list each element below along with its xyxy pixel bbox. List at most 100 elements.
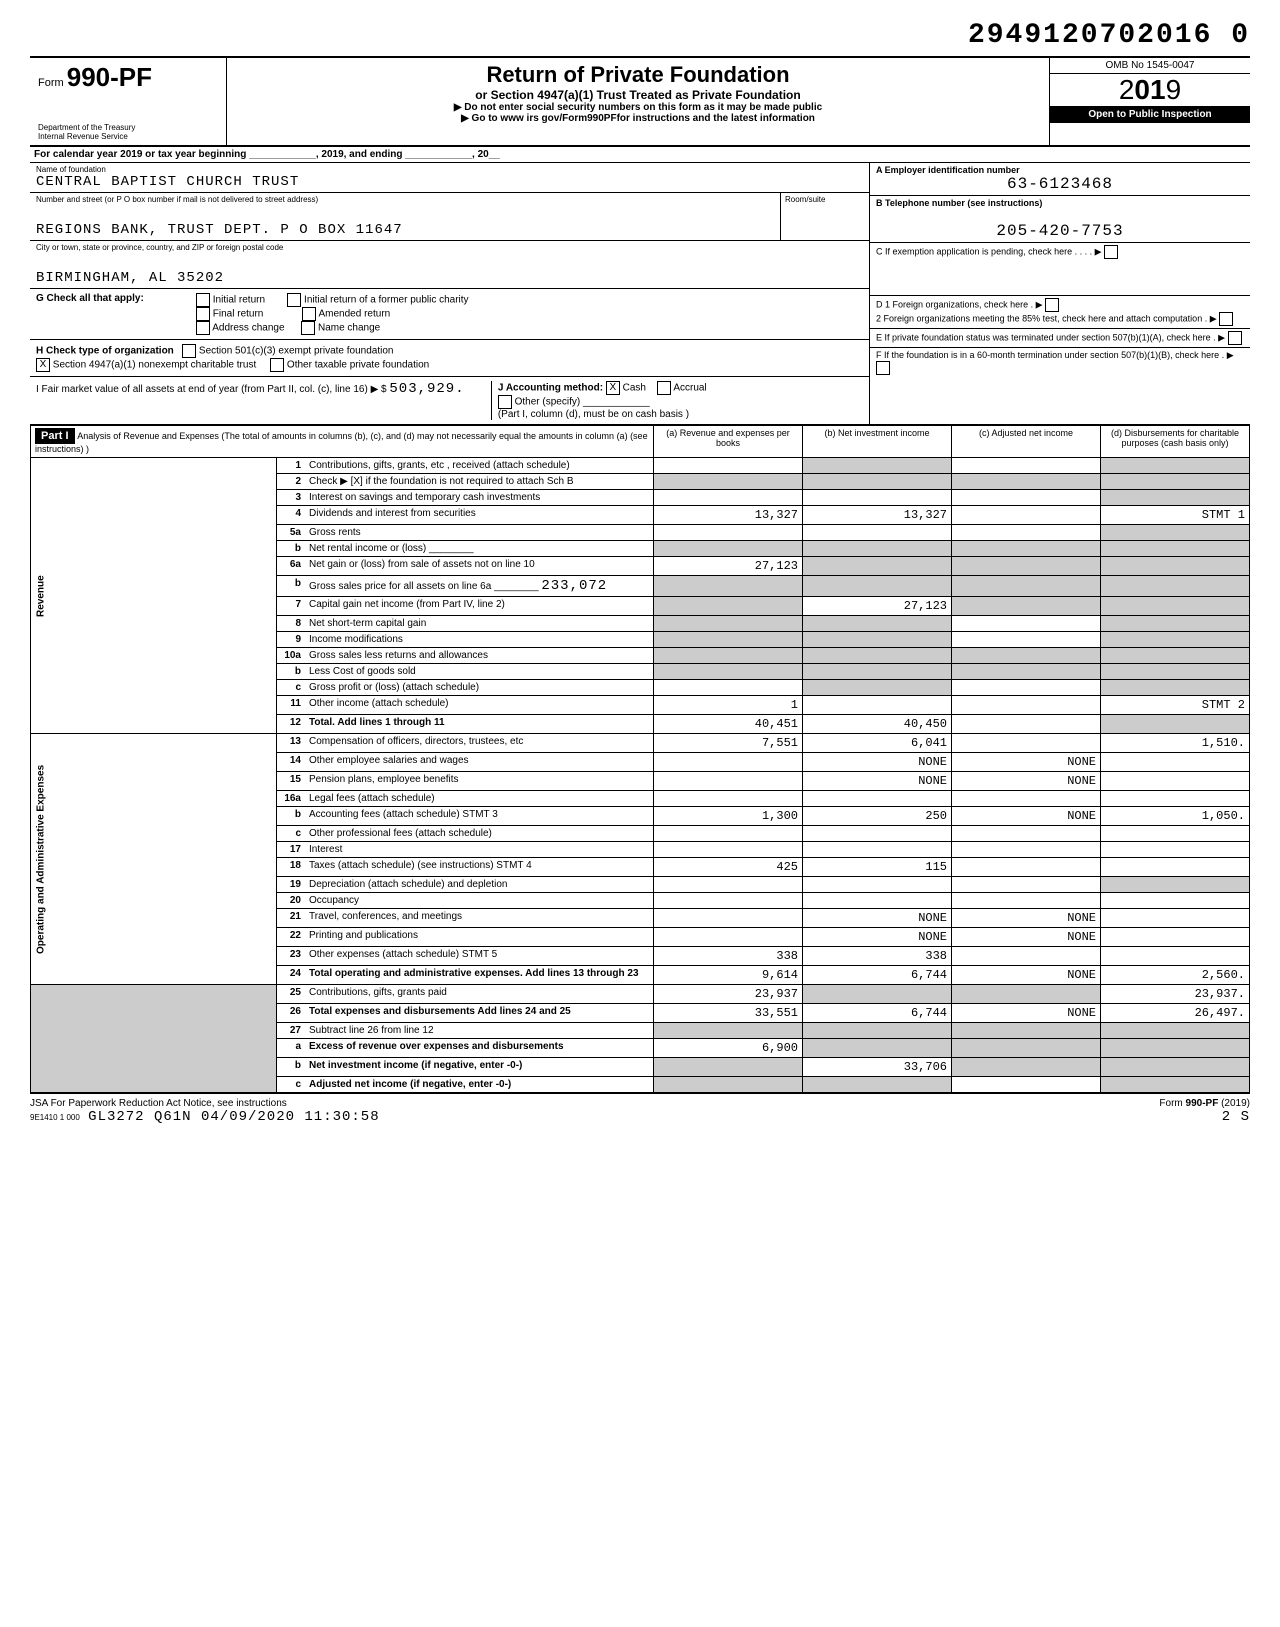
- status-terminated-checkbox[interactable]: [1228, 331, 1242, 345]
- line-4-desc: Dividends and interest from securities: [305, 506, 654, 525]
- line-17-desc: Interest: [305, 842, 654, 858]
- part1-desc: Analysis of Revenue and Expenses (The to…: [35, 431, 648, 454]
- fmv-value: 503,929.: [389, 381, 464, 397]
- tax-year: 2019: [1050, 74, 1250, 106]
- line-16b-desc: Accounting fees (attach schedule) STMT 3: [305, 807, 654, 826]
- line-1-desc: Contributions, gifts, grants, etc , rece…: [305, 458, 654, 474]
- irs-label: Internal Revenue Service: [38, 132, 218, 141]
- other-taxable-checkbox[interactable]: [270, 358, 284, 372]
- page-footer: JSA For Paperwork Reduction Act Notice, …: [30, 1093, 1250, 1125]
- address-label: Number and street (or P O box number if …: [36, 195, 774, 204]
- line-27-desc: Subtract line 26 from line 12: [305, 1023, 654, 1039]
- line-26-a: 33,551: [654, 1004, 803, 1023]
- foreign-85-checkbox[interactable]: [1219, 312, 1233, 326]
- line-14-b: NONE: [803, 753, 952, 772]
- ssn-warning: ▶ Do not enter social security numbers o…: [235, 102, 1041, 113]
- phone-label: B Telephone number (see instructions): [876, 198, 1042, 208]
- ein-value: 63-6123468: [876, 175, 1244, 193]
- initial-return-label: Initial return: [213, 295, 265, 306]
- section-h-label: H Check type of organization: [36, 346, 174, 357]
- line-13-desc: Compensation of officers, directors, tru…: [305, 734, 654, 753]
- line-27a-desc: Excess of revenue over expenses and disb…: [309, 1041, 564, 1052]
- line-11-d: STMT 2: [1101, 696, 1250, 715]
- revenue-section-label: Revenue: [31, 458, 277, 734]
- jsa-code: 9E1410 1 000: [30, 1113, 80, 1122]
- line-16c-desc: Other professional fees (attach schedule…: [305, 826, 654, 842]
- part1-header: Part I: [35, 428, 75, 444]
- line-25-desc: Contributions, gifts, grants paid: [305, 985, 654, 1004]
- 4947-checkbox[interactable]: X: [36, 358, 50, 372]
- line-11-desc: Other income (attach schedule): [305, 696, 654, 715]
- line-8-desc: Net short-term capital gain: [305, 616, 654, 632]
- form-number: Form 990-PF: [38, 62, 218, 93]
- form-subtitle: or Section 4947(a)(1) Trust Treated as P…: [235, 88, 1041, 102]
- 501c3-label: Section 501(c)(3) exempt private foundat…: [199, 346, 394, 357]
- final-return-checkbox[interactable]: [196, 307, 210, 321]
- line-19-desc: Depreciation (attach schedule) and deple…: [305, 877, 654, 893]
- entity-info-grid: Name of foundation CENTRAL BAPTIST CHURC…: [30, 163, 1250, 425]
- line-16b-b: 250: [803, 807, 952, 826]
- exemption-pending-checkbox[interactable]: [1104, 245, 1118, 259]
- line-12-b: 40,450: [803, 715, 952, 734]
- phone-value: 205-420-7753: [876, 222, 1244, 240]
- line-16b-d: 1,050.: [1101, 807, 1250, 826]
- amended-checkbox[interactable]: [302, 307, 316, 321]
- line-13-d: 1,510.: [1101, 734, 1250, 753]
- 60-month-checkbox[interactable]: [876, 361, 890, 375]
- accrual-checkbox[interactable]: [657, 381, 671, 395]
- line-24-d: 2,560.: [1101, 966, 1250, 985]
- foundation-name: CENTRAL BAPTIST CHURCH TRUST: [36, 174, 863, 190]
- department-treasury: Department of the Treasury: [38, 123, 218, 132]
- line-16b-c: NONE: [952, 807, 1101, 826]
- form-header: Form 990-PF Department of the Treasury I…: [30, 56, 1250, 147]
- line-16b-a: 1,300: [654, 807, 803, 826]
- calendar-year-row: For calendar year 2019 or tax year begin…: [30, 147, 1250, 163]
- line-27c-desc: Adjusted net income (if negative, enter …: [309, 1079, 511, 1090]
- section-e-label: E If private foundation status was termi…: [876, 332, 1211, 342]
- other-method-checkbox[interactable]: [498, 395, 512, 409]
- col-c-header: (c) Adjusted net income: [952, 426, 1101, 458]
- line-27b-b: 33,706: [803, 1058, 952, 1077]
- name-change-label: Name change: [318, 323, 380, 334]
- 4947-label: Section 4947(a)(1) nonexempt charitable …: [53, 360, 256, 371]
- foreign-org-checkbox[interactable]: [1045, 298, 1059, 312]
- line-6a-a: 27,123: [654, 557, 803, 576]
- page-number: 2 S: [1222, 1109, 1250, 1125]
- line-14-desc: Other employee salaries and wages: [305, 753, 654, 772]
- initial-return-checkbox[interactable]: [196, 293, 210, 307]
- initial-former-label: Initial return of a former public charit…: [304, 295, 469, 306]
- line-5b-desc: Net rental income or (loss) ________: [305, 541, 654, 557]
- line-15-desc: Pension plans, employee benefits: [305, 772, 654, 791]
- addr-change-checkbox[interactable]: [196, 321, 210, 335]
- city-label: City or town, state or province, country…: [36, 243, 863, 252]
- line-22-desc: Printing and publications: [305, 928, 654, 947]
- line-24-b: 6,744: [803, 966, 952, 985]
- line-24-c: NONE: [952, 966, 1101, 985]
- initial-former-checkbox[interactable]: [287, 293, 301, 307]
- form-number-value: 990-PF: [67, 62, 152, 92]
- line-15-b: NONE: [803, 772, 952, 791]
- section-f-label: F If the foundation is in a 60-month ter…: [876, 350, 1219, 360]
- line-12-a: 40,451: [654, 715, 803, 734]
- line-7-desc: Capital gain net income (from Part IV, l…: [305, 597, 654, 616]
- col-a-header: (a) Revenue and expenses per books: [654, 426, 803, 458]
- line-16a-desc: Legal fees (attach schedule): [305, 791, 654, 807]
- line-23-b: 338: [803, 947, 952, 966]
- line-4-d: STMT 1: [1101, 506, 1250, 525]
- 501c3-checkbox[interactable]: [182, 344, 196, 358]
- addr-change-label: Address change: [212, 323, 284, 334]
- line-22-c: NONE: [952, 928, 1101, 947]
- file-timestamp: GL3272 Q61N 04/09/2020 11:30:58: [88, 1109, 379, 1125]
- expenses-section-label: Operating and Administrative Expenses: [31, 734, 277, 985]
- line-23-desc: Other expenses (attach schedule) STMT 5: [305, 947, 654, 966]
- cash-checkbox[interactable]: X: [606, 381, 620, 395]
- line-18-b: 115: [803, 858, 952, 877]
- line-26-b: 6,744: [803, 1004, 952, 1023]
- name-change-checkbox[interactable]: [301, 321, 315, 335]
- line-10c-desc: Gross profit or (loss) (attach schedule): [305, 680, 654, 696]
- open-public-badge: Open to Public Inspection: [1050, 106, 1250, 123]
- line-10a-desc: Gross sales less returns and allowances: [305, 648, 654, 664]
- omb-number: OMB No 1545-0047: [1050, 58, 1250, 74]
- room-suite-label: Room/suite: [785, 195, 865, 204]
- col-d-header: (d) Disbursements for charitable purpose…: [1101, 426, 1250, 458]
